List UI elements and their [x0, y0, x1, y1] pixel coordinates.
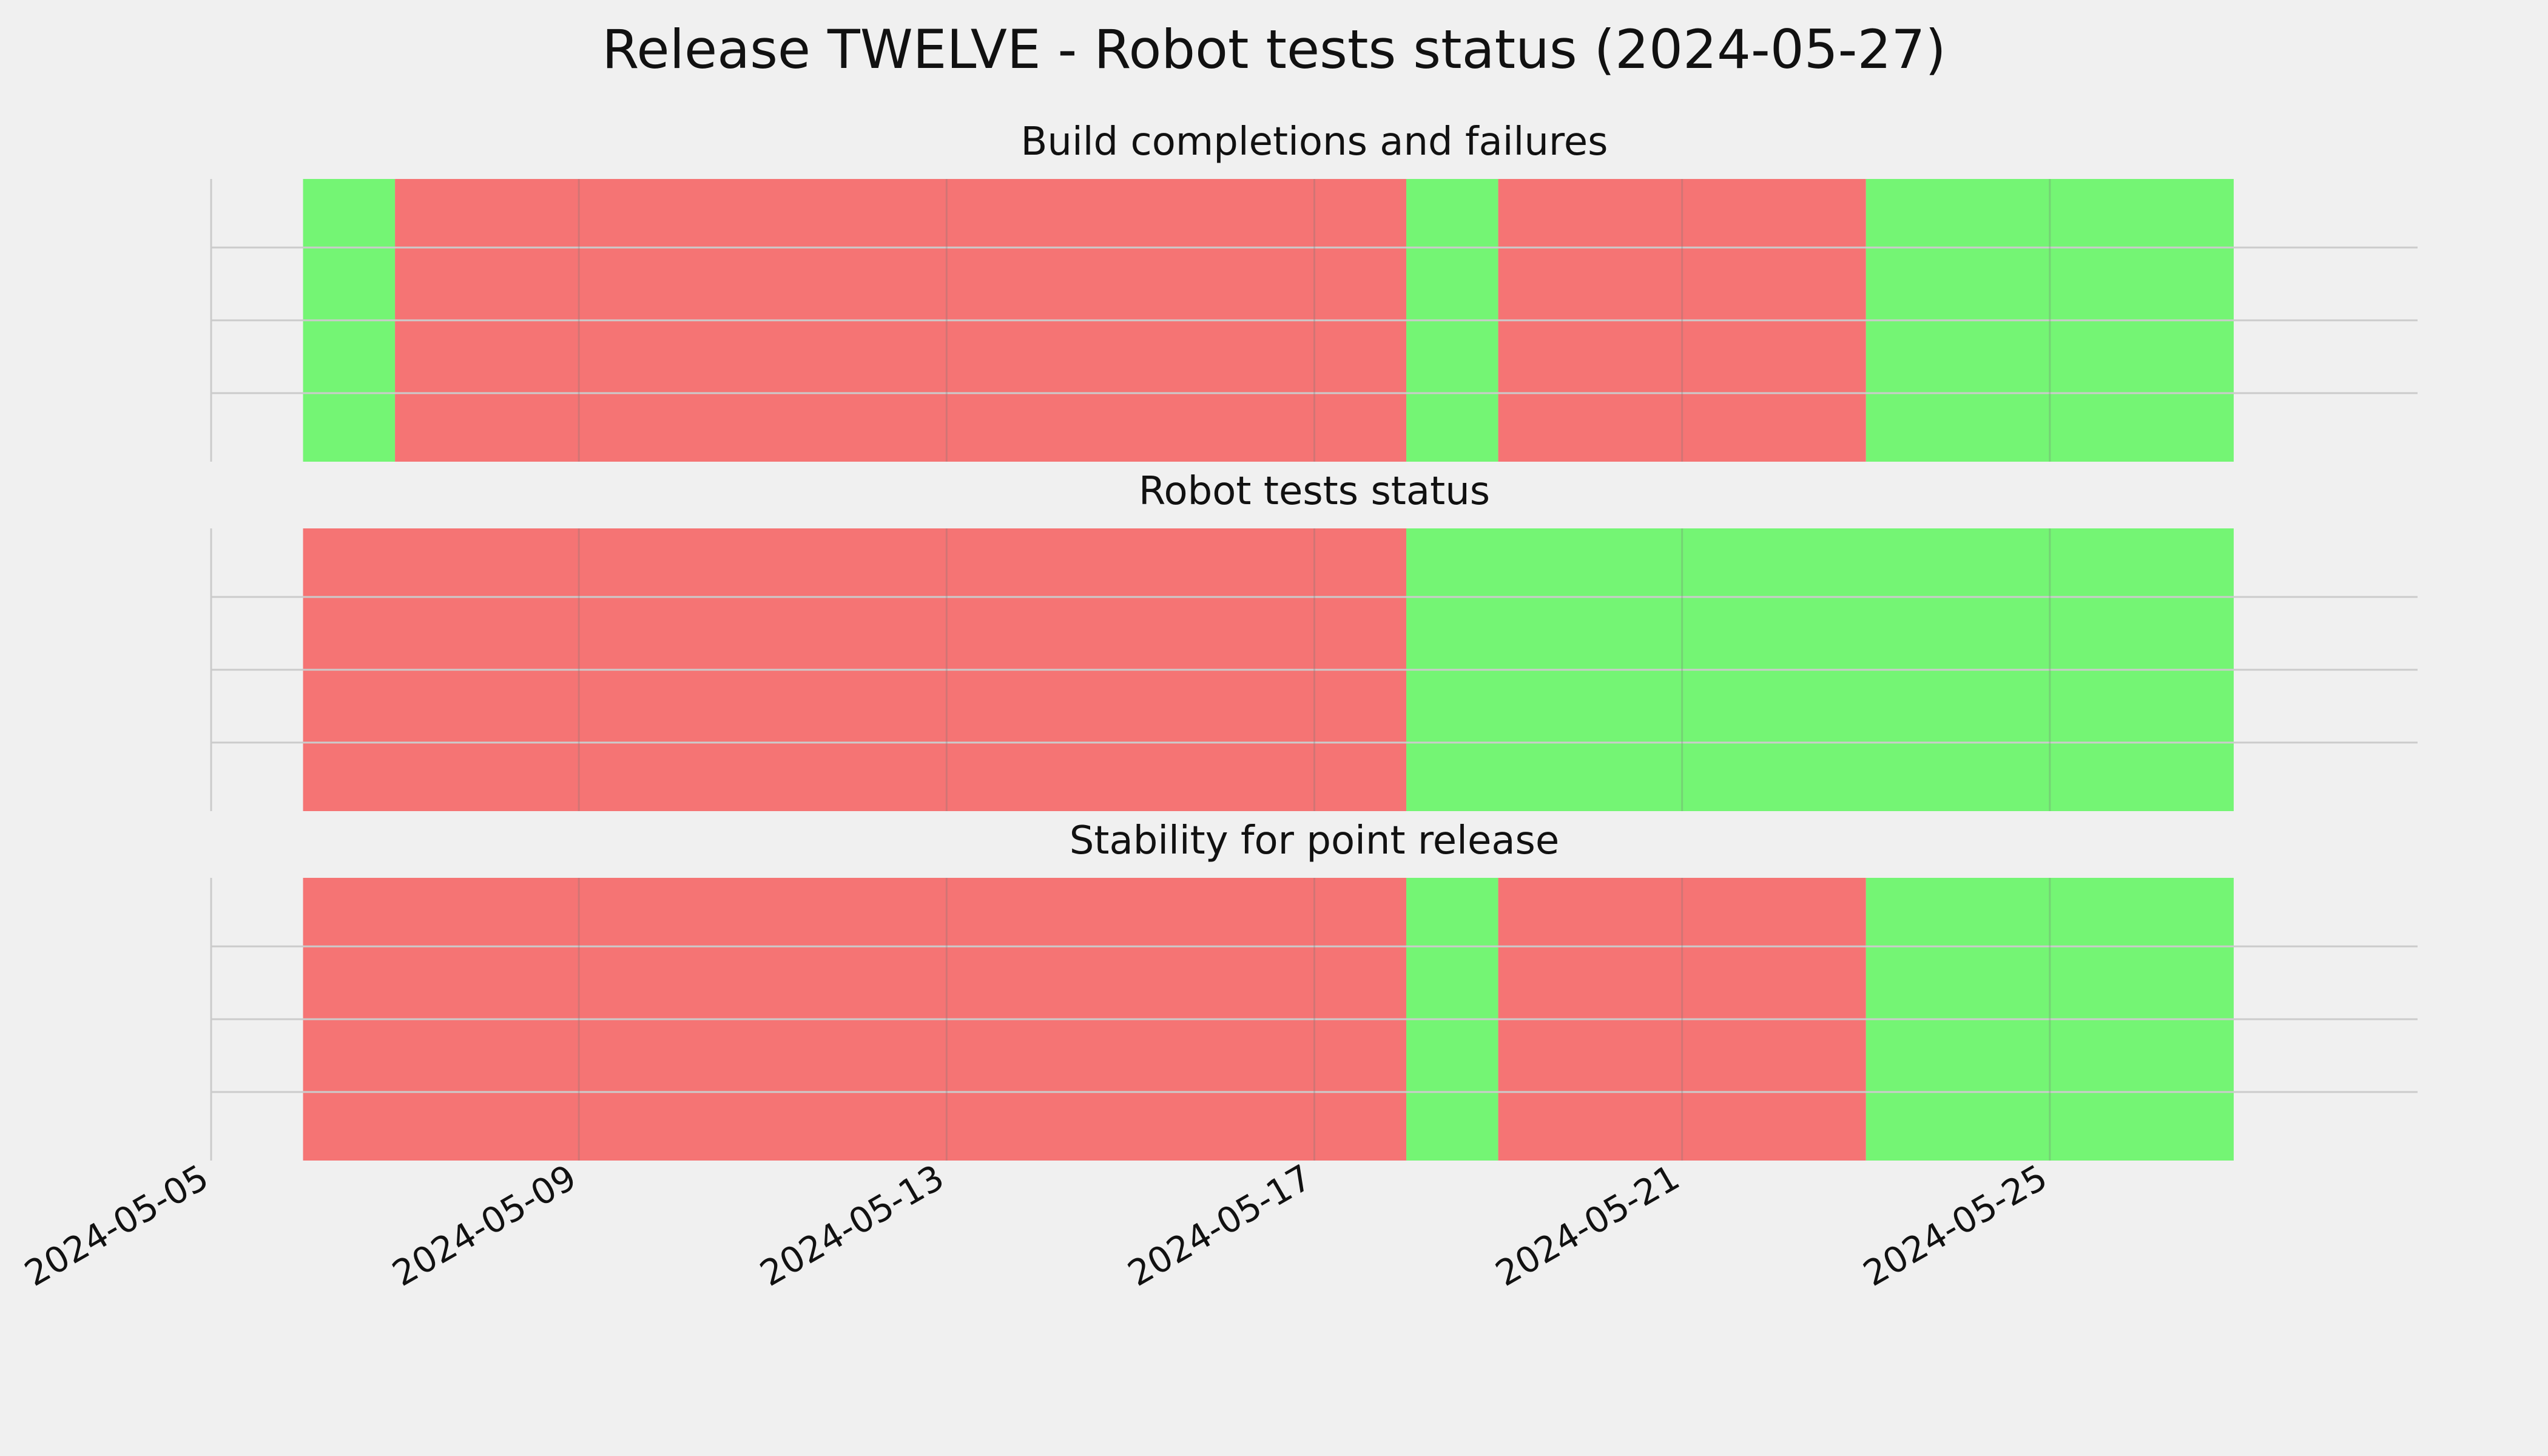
x-tick-label: 2024-05-05: [18, 1156, 215, 1294]
panel-1: Build completions and failures: [210, 120, 2418, 462]
x-tick-label: 2024-05-17: [1121, 1156, 1319, 1294]
panel-3: Stability for point release: [210, 818, 2418, 1161]
panels-layer: Build completions and failures Robot test…: [210, 120, 2418, 1161]
x-tick-label: 2024-05-25: [1856, 1156, 2054, 1294]
x-tick-label: 2024-05-21: [1489, 1156, 1687, 1294]
x-axis: 2024-05-05 2024-05-09 2024-05-13 2024-05-17…: [18, 1156, 2054, 1294]
panel-title: Stability for point release: [1070, 818, 1560, 863]
panel-title: Build completions and failures: [1021, 120, 1608, 164]
panel-title: Robot tests status: [1139, 469, 1490, 514]
x-tick-label: 2024-05-09: [385, 1156, 583, 1294]
x-tick-label: 2024-05-13: [753, 1156, 951, 1294]
chart-title: Release TWELVE - Robot tests status (202…: [602, 18, 1946, 81]
panel-2: Robot tests status: [210, 469, 2418, 811]
